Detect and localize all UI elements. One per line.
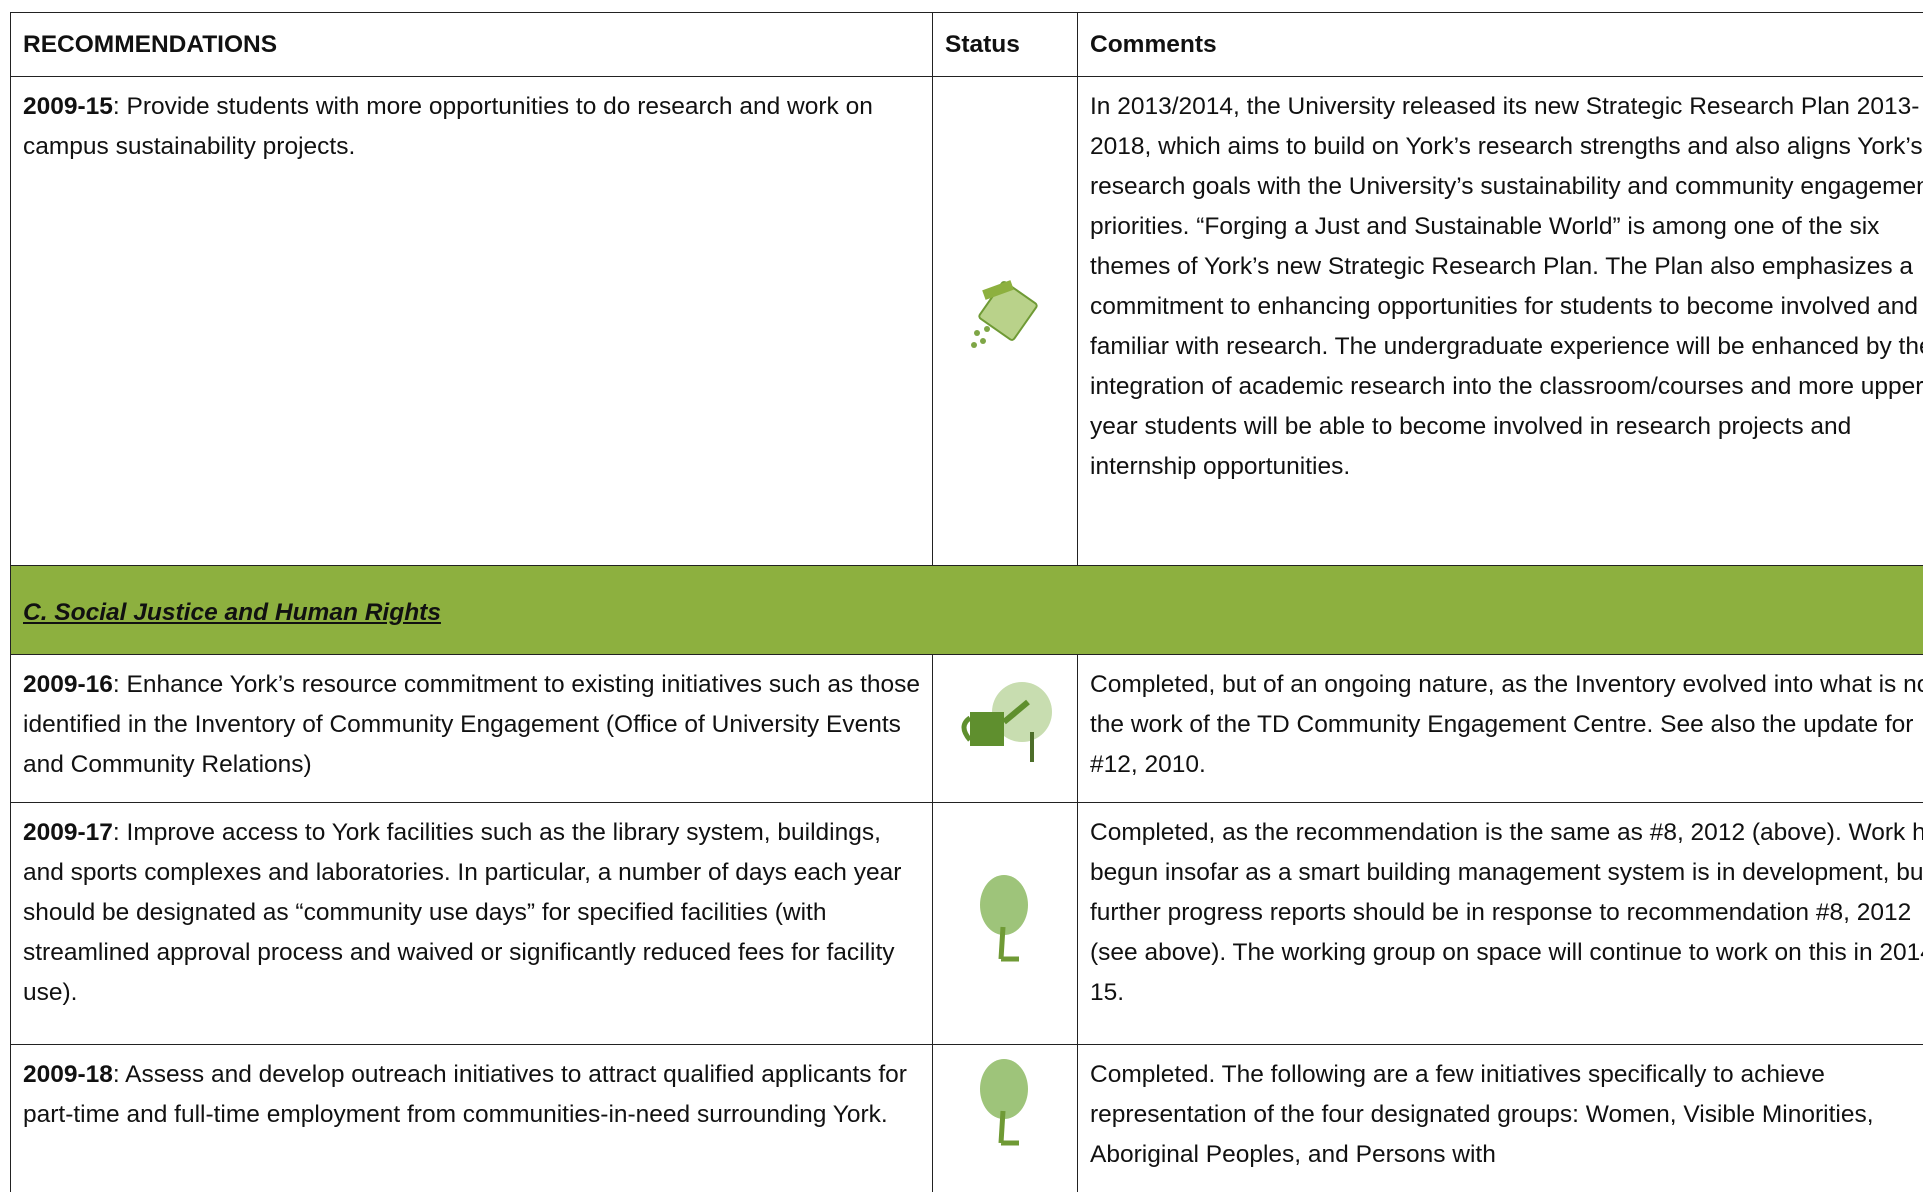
recommendation: 2009-15: Provide students with more oppo…	[10, 76, 933, 566]
section-row: C. Social Justice and Human Rights	[10, 565, 1923, 655]
tree-icon	[980, 875, 1028, 962]
row: 2009-17: Improve access to York faciliti…	[10, 802, 1923, 1045]
watering-can-icon	[961, 682, 1052, 762]
header-cell: Comments	[1077, 12, 1923, 77]
status	[932, 802, 1078, 1045]
section-title: C. Social Justice and Human Rights	[10, 565, 1923, 655]
rec-id: 2009-16	[23, 671, 113, 698]
row: 2009-16: Enhance York’s resource commitm…	[10, 654, 1923, 803]
header-row: RECOMMENDATIONS Status Comments	[10, 12, 1923, 77]
comment: Completed, but of an ongoing nature, as …	[1077, 654, 1923, 803]
rec-text: : Assess and develop outreach initiative…	[23, 1061, 907, 1128]
recommendation: 2009-18: Assess and develop outreach ini…	[10, 1044, 933, 1192]
recommendations-table: RECOMMENDATIONS Status Comments 2009-15:…	[10, 12, 1923, 1192]
tree-icon	[980, 1059, 1028, 1146]
comment: Completed, as the recommendation is the …	[1077, 802, 1923, 1045]
rec-text: : Provide students with more opportuniti…	[23, 93, 873, 160]
header-cell: Status	[932, 12, 1078, 77]
row: 2009-18: Assess and develop outreach ini…	[10, 1044, 1923, 1192]
rec-id: 2009-17	[23, 819, 113, 846]
header-cell: RECOMMENDATIONS	[10, 12, 933, 77]
rec-text: : Improve access to York facilities such…	[23, 819, 902, 1006]
rec-id: 2009-15	[23, 93, 113, 120]
status	[932, 1044, 1078, 1192]
seed-packet-icon	[971, 279, 1038, 348]
status	[932, 76, 1078, 566]
rec-id: 2009-18	[23, 1061, 113, 1088]
status	[932, 654, 1078, 803]
comment: In 2013/2014, the University released it…	[1077, 76, 1923, 566]
comment: Completed. The following are a few initi…	[1077, 1044, 1923, 1192]
row: 2009-15: Provide students with more oppo…	[10, 76, 1923, 566]
rec-text: : Enhance York’s resource commitment to …	[23, 671, 921, 778]
recommendation: 2009-17: Improve access to York faciliti…	[10, 802, 933, 1045]
recommendation: 2009-16: Enhance York’s resource commitm…	[10, 654, 933, 803]
